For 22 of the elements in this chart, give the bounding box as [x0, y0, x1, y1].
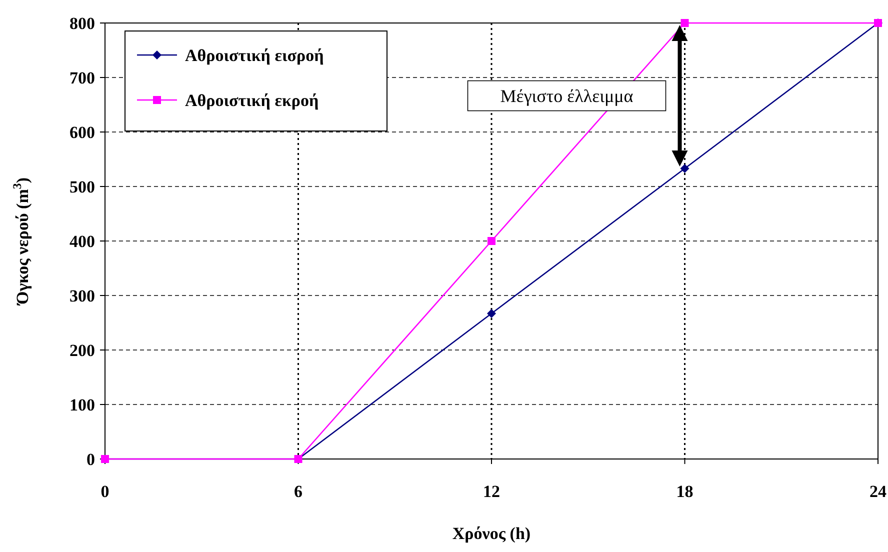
- x-tick-label: 0: [100, 482, 110, 501]
- point: [487, 308, 496, 318]
- point: [488, 237, 496, 245]
- x-tick-label: 18: [676, 482, 694, 501]
- y-tick-label: 500: [70, 177, 95, 196]
- legend-label: Αθροιστική εισροή: [185, 46, 324, 65]
- y-tick-label: 600: [70, 122, 95, 142]
- y-tick-label: 200: [70, 340, 95, 360]
- y-tick-label: 0: [86, 450, 95, 469]
- y-tick-label: 100: [70, 395, 95, 414]
- point: [680, 19, 689, 27]
- y-tick-label: 800: [70, 14, 95, 33]
- legend-label: Αθροιστική εκροή: [185, 90, 319, 110]
- point: [680, 164, 690, 174]
- x-tick-label: 24: [870, 482, 887, 501]
- x-tick-label: 12: [483, 482, 500, 501]
- y-tick-label: 700: [70, 68, 95, 88]
- x-axis-title: Χρόνος (h): [452, 524, 531, 543]
- annotation: Μέγιστο έλλειμμα: [500, 86, 634, 106]
- x-tick-label: 6: [294, 482, 302, 501]
- y-tick-label: 300: [70, 286, 95, 306]
- y-tick-label: 400: [70, 232, 95, 251]
